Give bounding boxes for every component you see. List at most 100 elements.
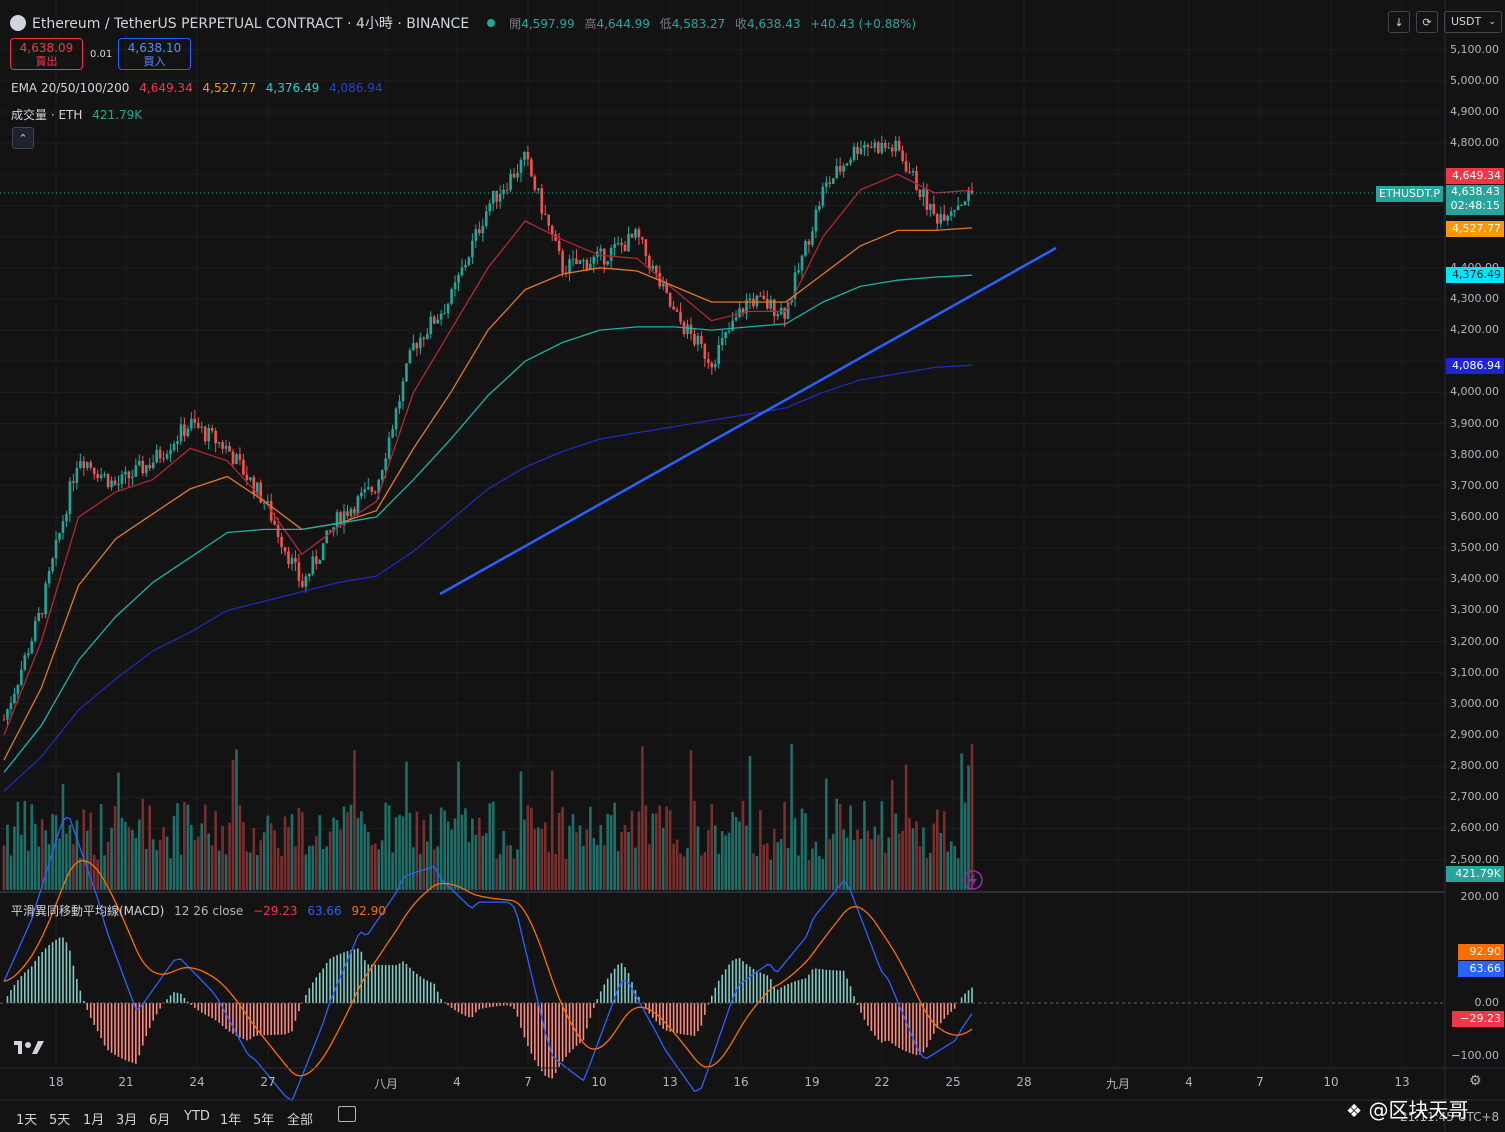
candle [700, 335, 703, 344]
volume-bar [897, 833, 901, 890]
volume-bar [762, 844, 766, 890]
time-range-button[interactable]: YTD [184, 1109, 210, 1124]
candle [193, 418, 197, 423]
candle [179, 424, 183, 442]
candle [443, 313, 446, 315]
candle [412, 343, 415, 351]
candle [852, 146, 856, 160]
candle [106, 473, 110, 488]
candle [422, 337, 426, 340]
volume-bar [40, 819, 44, 890]
volume-bar [314, 836, 318, 890]
currency-select[interactable]: USDT ⌄ [1444, 11, 1502, 33]
tradingview-logo-icon[interactable] [14, 1041, 44, 1054]
volume-bar [106, 841, 110, 890]
volume-bar [127, 826, 131, 890]
volume-bar [224, 854, 228, 890]
volume-bar [949, 841, 953, 890]
time-range-button[interactable]: 1年 [220, 1113, 242, 1128]
volume-bar [235, 749, 238, 890]
volume-bar [79, 857, 82, 890]
candle [936, 214, 939, 224]
volume-legend[interactable]: 成交量 · ETH 421.79K [11, 106, 148, 123]
volume-bar [252, 828, 256, 890]
volume-bar [720, 831, 724, 890]
collapse-legend-button[interactable]: ⌃ [12, 127, 34, 149]
volume-bar [491, 801, 495, 890]
buy-button[interactable]: 4,638.10 買入 [118, 38, 191, 70]
volume-bar [533, 829, 537, 890]
volume-bar [117, 772, 120, 890]
candle [589, 263, 592, 270]
volume-bar [131, 829, 134, 890]
volume-bar [717, 853, 721, 890]
macd-legend[interactable]: 平滑異同移動平均線(MACD) 12 26 close −29.23 63.66… [11, 902, 392, 919]
time-range-button[interactable]: 6月 [149, 1113, 171, 1128]
candle [210, 427, 214, 431]
volume-bar [408, 812, 412, 890]
time-range-button[interactable]: 全部 [287, 1113, 314, 1128]
ema100-value: 4,376.49 [265, 81, 320, 95]
volume-bar [217, 850, 221, 890]
volume-bar [786, 847, 790, 890]
price-axis-tick: 2,500.00 [1450, 852, 1499, 866]
download-button[interactable]: ↓ [1388, 11, 1410, 33]
volume-bar [238, 805, 242, 890]
date-range-icon[interactable] [338, 1106, 356, 1122]
volume-bar [6, 824, 9, 890]
time-axis-label: 10 [591, 1075, 607, 1089]
volume-bar [484, 833, 488, 890]
volume-bar [68, 824, 72, 890]
volume-bar [845, 837, 849, 890]
volume-bar [92, 854, 96, 890]
ema-legend[interactable]: EMA 20/50/100/200 4,649.34 4,527.77 4,37… [11, 81, 389, 95]
volume-bar [582, 845, 585, 890]
volume-bar [932, 823, 936, 890]
symbol-title[interactable]: Ethereum / TetherUS PERPETUAL CONTRACT ·… [32, 16, 470, 32]
macd-axis-tick: −100.00 [1451, 1049, 1499, 1062]
sell-button[interactable]: 4,638.09 賣出 [10, 38, 83, 70]
candle [162, 458, 165, 460]
ema200-price-tag: 4,086.94 [1446, 358, 1504, 374]
volume-bar [620, 832, 623, 890]
time-range-button[interactable]: 3月 [116, 1113, 138, 1128]
volume-bar [478, 817, 481, 890]
volume-bar [210, 845, 214, 890]
volume-bar [148, 805, 152, 890]
volume-bar [707, 830, 710, 890]
candle [842, 165, 845, 172]
candle [47, 571, 51, 584]
ema20-value: 4,649.34 [139, 81, 193, 95]
volume-bar [755, 856, 759, 890]
volume-bar [630, 810, 634, 890]
time-range-button[interactable]: 1月 [83, 1113, 105, 1128]
volume-bar [367, 831, 370, 890]
candle [85, 462, 89, 469]
volume-bar [446, 821, 450, 890]
candle [519, 159, 523, 173]
trendline[interactable] [439, 246, 1057, 596]
candle [255, 482, 259, 495]
macd-line-value: 63.66 [307, 904, 342, 918]
settings-icon[interactable]: ⚙ [1469, 1073, 1482, 1089]
countdown-value: 02:48:15 [1450, 199, 1500, 212]
candle [890, 147, 894, 152]
refresh-button[interactable]: ⟳ [1416, 11, 1438, 33]
lightning-icon[interactable] [963, 870, 983, 890]
volume-bar [262, 832, 266, 890]
time-range-button[interactable]: 5年 [253, 1113, 275, 1128]
volume-bar [564, 858, 568, 890]
candle [679, 311, 682, 323]
volume-bar [460, 814, 464, 890]
time-range-button[interactable]: 5天 [49, 1113, 71, 1128]
candle [713, 364, 717, 368]
candle [436, 319, 439, 324]
candle [575, 258, 578, 265]
market-status-icon[interactable] [487, 19, 496, 27]
candle [155, 449, 158, 463]
clock-text[interactable]: 21:11:45 UTC+8 [1400, 1110, 1500, 1124]
candle [901, 150, 904, 162]
time-range-button[interactable]: 1天 [16, 1113, 38, 1128]
candle [245, 474, 249, 480]
